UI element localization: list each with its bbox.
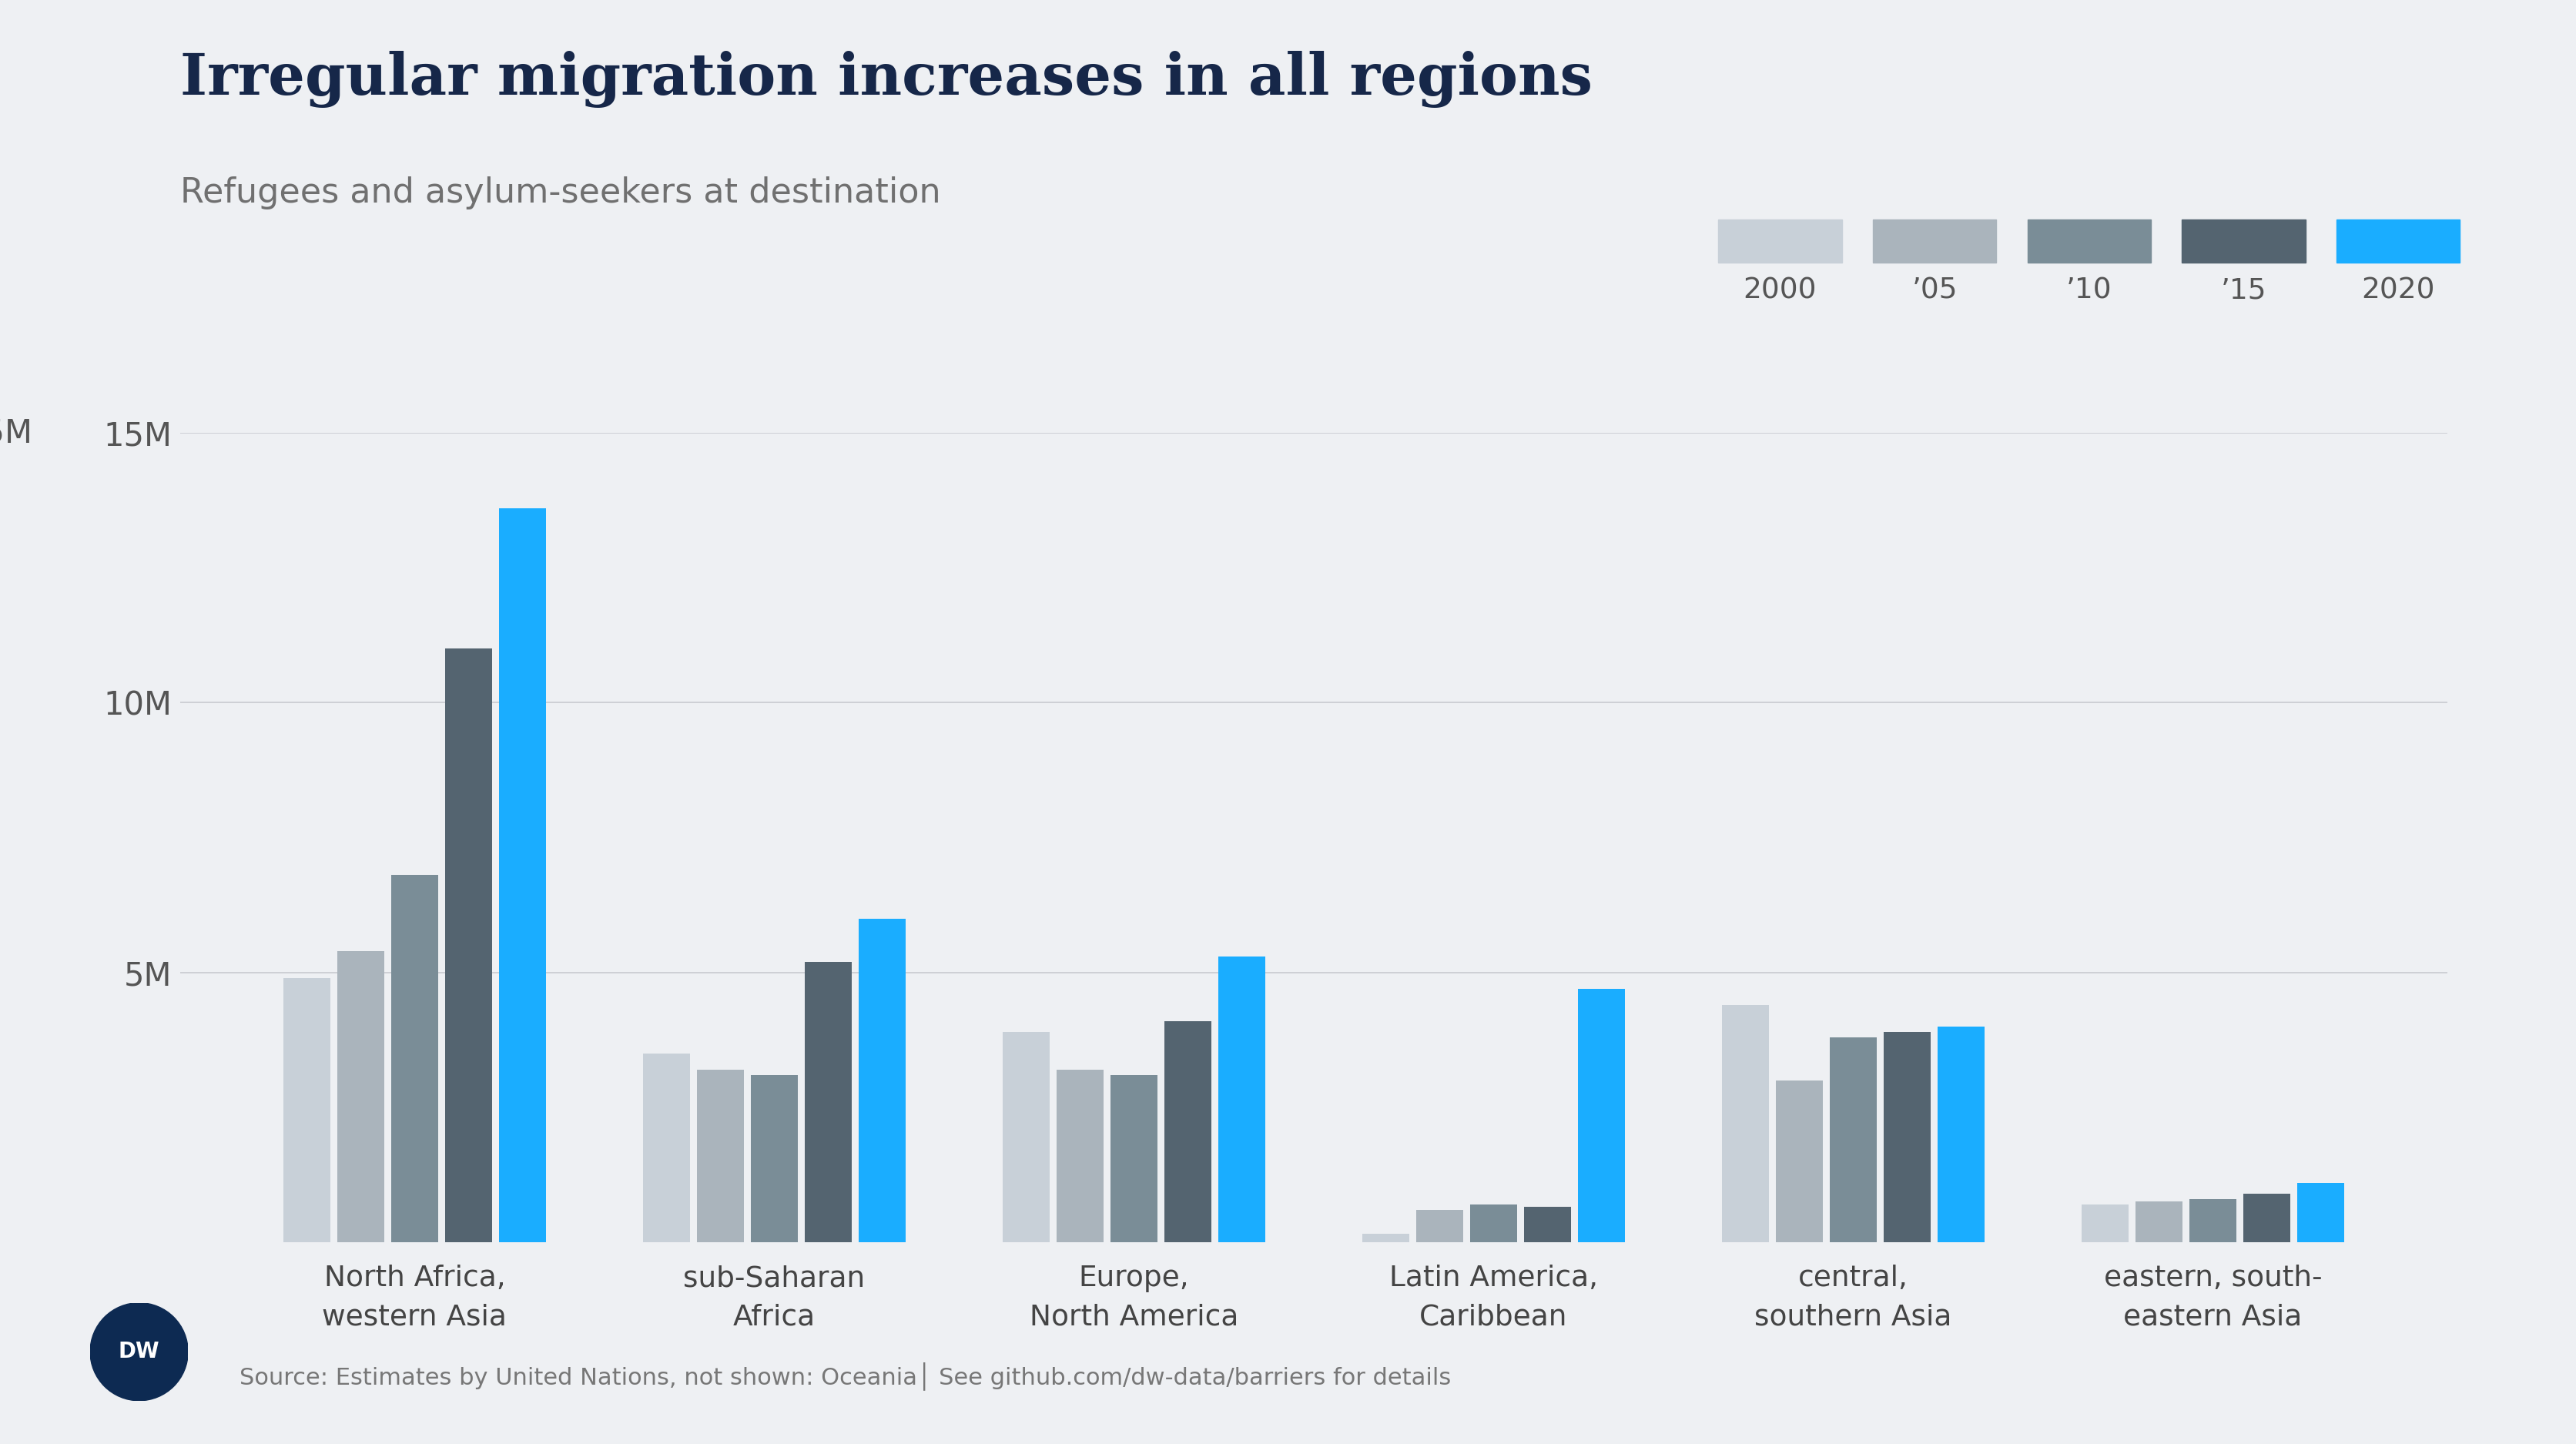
Text: Irregular migration increases in all regions: Irregular migration increases in all reg… bbox=[180, 51, 1592, 107]
Bar bbox=[752, 1074, 799, 1242]
Bar bbox=[2190, 1199, 2236, 1242]
Bar bbox=[698, 1070, 744, 1242]
Bar bbox=[283, 978, 330, 1242]
Bar bbox=[1056, 1070, 1103, 1242]
Text: ’05: ’05 bbox=[1911, 277, 1958, 305]
Bar bbox=[1218, 956, 1265, 1242]
Bar bbox=[2244, 1193, 2290, 1242]
Text: ’15: ’15 bbox=[2221, 277, 2267, 305]
Bar bbox=[804, 962, 853, 1242]
Bar bbox=[1525, 1207, 1571, 1242]
Bar bbox=[2081, 1204, 2128, 1242]
Bar bbox=[392, 875, 438, 1242]
Text: ’10: ’10 bbox=[2066, 277, 2112, 305]
Bar bbox=[1721, 1005, 1770, 1242]
Bar bbox=[1110, 1074, 1157, 1242]
Bar bbox=[1363, 1233, 1409, 1242]
Bar bbox=[858, 918, 907, 1242]
Bar bbox=[1471, 1204, 1517, 1242]
Text: Refugees and asylum-seekers at destination: Refugees and asylum-seekers at destinati… bbox=[180, 176, 940, 209]
Circle shape bbox=[90, 1302, 188, 1401]
Bar bbox=[1002, 1031, 1048, 1242]
Bar bbox=[2136, 1201, 2182, 1242]
Bar bbox=[644, 1053, 690, 1242]
Bar bbox=[1579, 989, 1625, 1242]
Bar bbox=[500, 508, 546, 1242]
Bar bbox=[2298, 1183, 2344, 1242]
Text: 2020: 2020 bbox=[2362, 277, 2434, 305]
Bar bbox=[1883, 1031, 1929, 1242]
Bar bbox=[1829, 1037, 1875, 1242]
Bar bbox=[337, 950, 384, 1242]
Bar bbox=[1937, 1027, 1984, 1242]
Bar bbox=[446, 648, 492, 1242]
Text: 15M: 15M bbox=[0, 417, 33, 449]
Text: DW: DW bbox=[118, 1341, 160, 1363]
Bar bbox=[1775, 1080, 1824, 1242]
Bar bbox=[1417, 1210, 1463, 1242]
Bar bbox=[1164, 1021, 1211, 1242]
Text: Source: Estimates by United Nations, not shown: Oceania│ See github.com/dw-data/: Source: Estimates by United Nations, not… bbox=[240, 1362, 1450, 1391]
Text: 2000: 2000 bbox=[1744, 277, 1816, 305]
